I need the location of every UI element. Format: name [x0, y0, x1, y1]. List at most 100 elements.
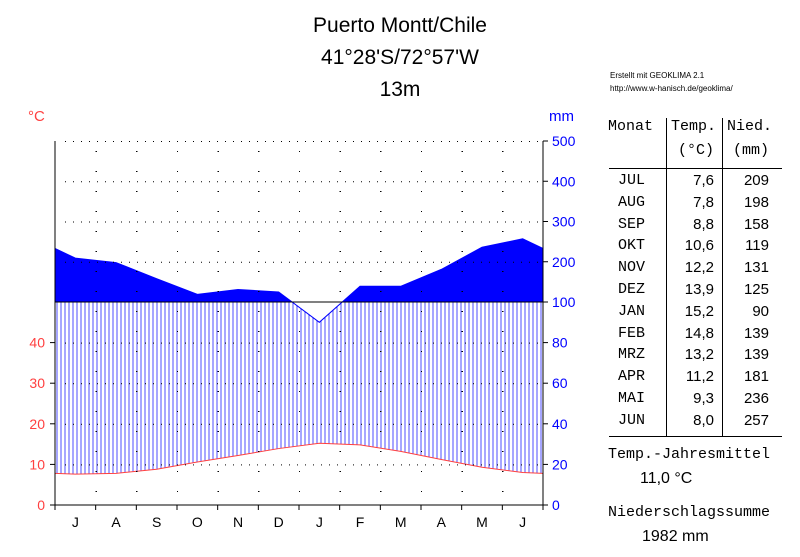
grid-dot: [177, 351, 178, 352]
right-tick-label: 40: [552, 416, 568, 432]
grid-dot: [129, 464, 130, 466]
grid-dot: [337, 423, 338, 425]
grid-dot: [299, 391, 300, 392]
grid-dot: [361, 141, 362, 142]
grid-dot: [177, 251, 178, 252]
grid-dot: [258, 371, 260, 372]
grid-dot: [339, 331, 341, 332]
grid-dot: [369, 464, 370, 466]
grid-dot: [481, 221, 482, 223]
grid-dot: [537, 261, 538, 263]
grid-dot: [337, 221, 338, 223]
grid-dot: [457, 464, 458, 466]
grid-dot: [257, 221, 258, 223]
grid-dot: [65, 383, 66, 385]
grid-dot: [217, 141, 218, 142]
grid-dot: [417, 464, 418, 466]
grid-dot: [225, 221, 226, 223]
right-tick-label: 20: [552, 456, 568, 472]
grid-dot: [145, 423, 146, 425]
grid-dot: [339, 291, 341, 292]
x-tick-label: A: [437, 514, 447, 530]
grid-dot: [380, 491, 382, 492]
grid-dot: [497, 221, 498, 223]
grid-dot: [169, 383, 170, 385]
table-cell-month: NOV: [618, 259, 646, 277]
table-cell-month: JUN: [618, 411, 646, 429]
grid-dot: [521, 181, 522, 183]
grid-dot: [481, 423, 482, 425]
grid-dot: [297, 261, 298, 263]
grid-dot: [136, 411, 138, 412]
grid-dot: [299, 291, 300, 292]
grid-dot: [313, 261, 314, 263]
grid-dot: [339, 251, 341, 252]
grid-dot: [505, 423, 506, 425]
grid-dot: [201, 141, 202, 142]
grid-dot: [502, 451, 504, 452]
grid-dot: [217, 491, 219, 492]
grid-dot: [299, 311, 300, 312]
grid-dot: [421, 291, 422, 292]
grid-dot: [201, 423, 202, 425]
grid-dot: [193, 464, 194, 466]
grid-dot: [257, 181, 258, 183]
grid-dot: [321, 261, 322, 263]
table-col-divider-2: [722, 118, 723, 436]
grid-dot: [449, 464, 450, 466]
grid-dot: [169, 342, 170, 344]
grid-dot: [353, 383, 354, 385]
grid-dot: [421, 231, 422, 232]
precip-excess-area: [55, 238, 543, 302]
grid-dot: [95, 331, 97, 332]
grid-dot: [345, 141, 346, 142]
grid-dot: [502, 391, 504, 392]
grid-dot: [177, 464, 178, 466]
grid-dot: [489, 423, 490, 425]
grid-dot: [441, 423, 442, 425]
grid-dot: [313, 342, 314, 344]
grid-dot: [345, 181, 346, 183]
grid-dot: [137, 464, 138, 466]
precipitation-line: [54, 238, 544, 323]
grid-dot: [136, 331, 138, 332]
grid-dot: [217, 231, 219, 232]
grid-dot: [97, 383, 98, 385]
grid-dot: [177, 371, 178, 372]
grid-dot: [369, 181, 370, 183]
grid-dot: [81, 383, 82, 385]
grid-dot: [393, 383, 394, 385]
grid-dot: [497, 261, 498, 263]
station-coordinates: 41°28'S/72°57'W: [321, 46, 479, 69]
grid-dot: [461, 171, 463, 172]
grid-dot: [209, 261, 210, 263]
grid-dot: [321, 423, 322, 425]
grid-dot: [217, 371, 219, 372]
table-cell-month: DEZ: [618, 281, 646, 298]
grid-dot: [273, 342, 274, 344]
table-cell-precip: 181: [743, 368, 769, 386]
grid-dot: [265, 342, 266, 344]
grid-dot: [95, 211, 97, 212]
grid-dot: [385, 141, 386, 142]
grid-dot: [502, 311, 504, 312]
grid-dot: [339, 171, 341, 172]
table-header-divider: [609, 168, 782, 169]
grid-dot: [81, 342, 82, 344]
grid-dot: [369, 261, 370, 263]
grid-dot: [521, 141, 522, 142]
grid-dot: [233, 181, 234, 183]
grid-dot: [217, 291, 219, 292]
grid-dot: [377, 221, 378, 223]
grid-dot: [113, 464, 114, 466]
grid-dot: [161, 342, 162, 344]
grid-dot: [185, 141, 186, 142]
grid-dot: [153, 383, 154, 385]
grid-dot: [329, 342, 330, 344]
grid-dot: [95, 391, 97, 392]
left-tick-label: 10: [29, 456, 45, 472]
table-cell-month: APR: [618, 368, 646, 386]
grid-dot: [502, 151, 504, 152]
table-cell-month: SEP: [618, 215, 646, 233]
grid-dot: [217, 211, 219, 212]
